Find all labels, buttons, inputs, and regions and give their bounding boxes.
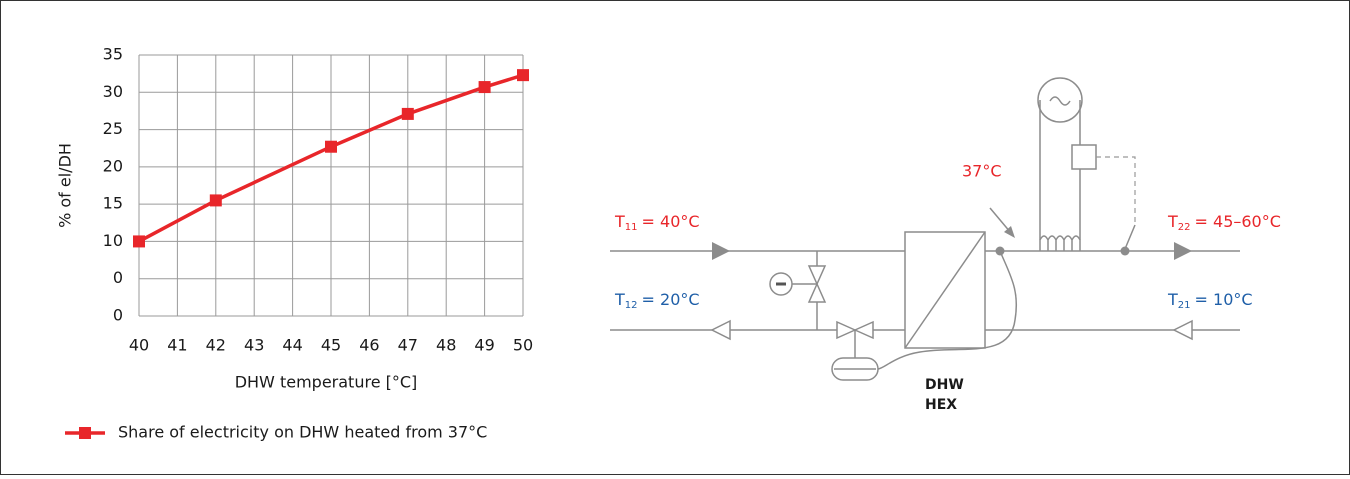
ac-symbol [1049, 96, 1071, 106]
data-point [325, 140, 337, 153]
symbol: T [614, 212, 625, 231]
y-tick-label: 35 [103, 45, 123, 64]
y-tick-label: 15 [103, 194, 123, 213]
sensor-wire [877, 250, 1018, 370]
controller [1071, 144, 1097, 170]
subscript: 12 [625, 300, 638, 311]
flow-arrow [1174, 242, 1192, 260]
t12-label: T12 = 20°C [614, 290, 700, 312]
switch [1124, 224, 1136, 250]
flow-arrow [710, 319, 731, 341]
value: = 20°C [642, 290, 700, 309]
x-tick-label: 50 [513, 336, 533, 355]
t11-label: T11 = 40°C [614, 212, 700, 234]
diagram: T11 = 40°C T12 = 20°C T21 = 10°C T22 = 45–60… [610, 77, 1281, 413]
y-axis-label: % of el/DH [56, 143, 75, 228]
pointer-head [1004, 226, 1015, 238]
heater-coil [1039, 235, 1081, 251]
x-tick-label: 44 [282, 336, 302, 355]
hex-diagonal [904, 231, 986, 349]
preheat-label: 37°C [962, 162, 1002, 181]
y-tick-label: 10 [103, 231, 123, 250]
symbol: T [1167, 212, 1178, 231]
subscript: 11 [625, 222, 638, 233]
data-point [133, 235, 145, 248]
data-line [138, 73, 524, 243]
flow-arrow [712, 242, 730, 260]
x-tick-label: 43 [244, 336, 264, 355]
x-tick-label: 49 [474, 336, 494, 355]
y-tick-label: 0 [113, 306, 123, 325]
legend-label: Share of electricity on DHW heated from … [118, 423, 487, 442]
y-tick-label: 20 [103, 156, 123, 175]
control-line [1096, 156, 1136, 225]
subscript: 22 [1178, 222, 1191, 233]
y-tick-label: 30 [103, 82, 123, 101]
x-tick-label: 42 [206, 336, 226, 355]
data-point [478, 81, 491, 94]
subscript: 21 [1178, 300, 1191, 311]
x-axis-label: DHW temperature [°C] [235, 373, 418, 392]
x-tick-label: 41 [167, 336, 187, 355]
pointer [989, 207, 1012, 234]
sensor [1120, 246, 1130, 256]
chart: 35 30 25 20 15 10 0 0 40 41 42 43 44 45 46 47 48 49 50 DHW … [56, 45, 534, 442]
hex-label: HEX [925, 397, 957, 413]
data-point [517, 69, 529, 82]
value: = 40°C [642, 212, 700, 231]
hex-label: DHW [925, 377, 964, 393]
symbol: T [1167, 290, 1178, 309]
y-tick-label: 25 [103, 119, 123, 138]
data-point [401, 107, 414, 120]
flow-arrow [1172, 319, 1193, 341]
sensor [995, 246, 1005, 256]
value: = 10°C [1195, 290, 1253, 309]
legend-marker [79, 427, 91, 439]
x-tick-label: 40 [129, 336, 149, 355]
t21-label: T21 = 10°C [1167, 290, 1253, 312]
x-tick-label: 48 [436, 336, 456, 355]
t22-label: T22 = 45–60°C [1167, 212, 1281, 234]
symbol: T [614, 290, 625, 309]
x-tick-label: 47 [398, 336, 418, 355]
x-tick-label: 46 [359, 336, 379, 355]
data-point [209, 194, 222, 207]
y-tick-label: 0 [113, 268, 123, 287]
x-tick-label: 45 [321, 336, 341, 355]
value: = 45–60°C [1195, 212, 1281, 231]
